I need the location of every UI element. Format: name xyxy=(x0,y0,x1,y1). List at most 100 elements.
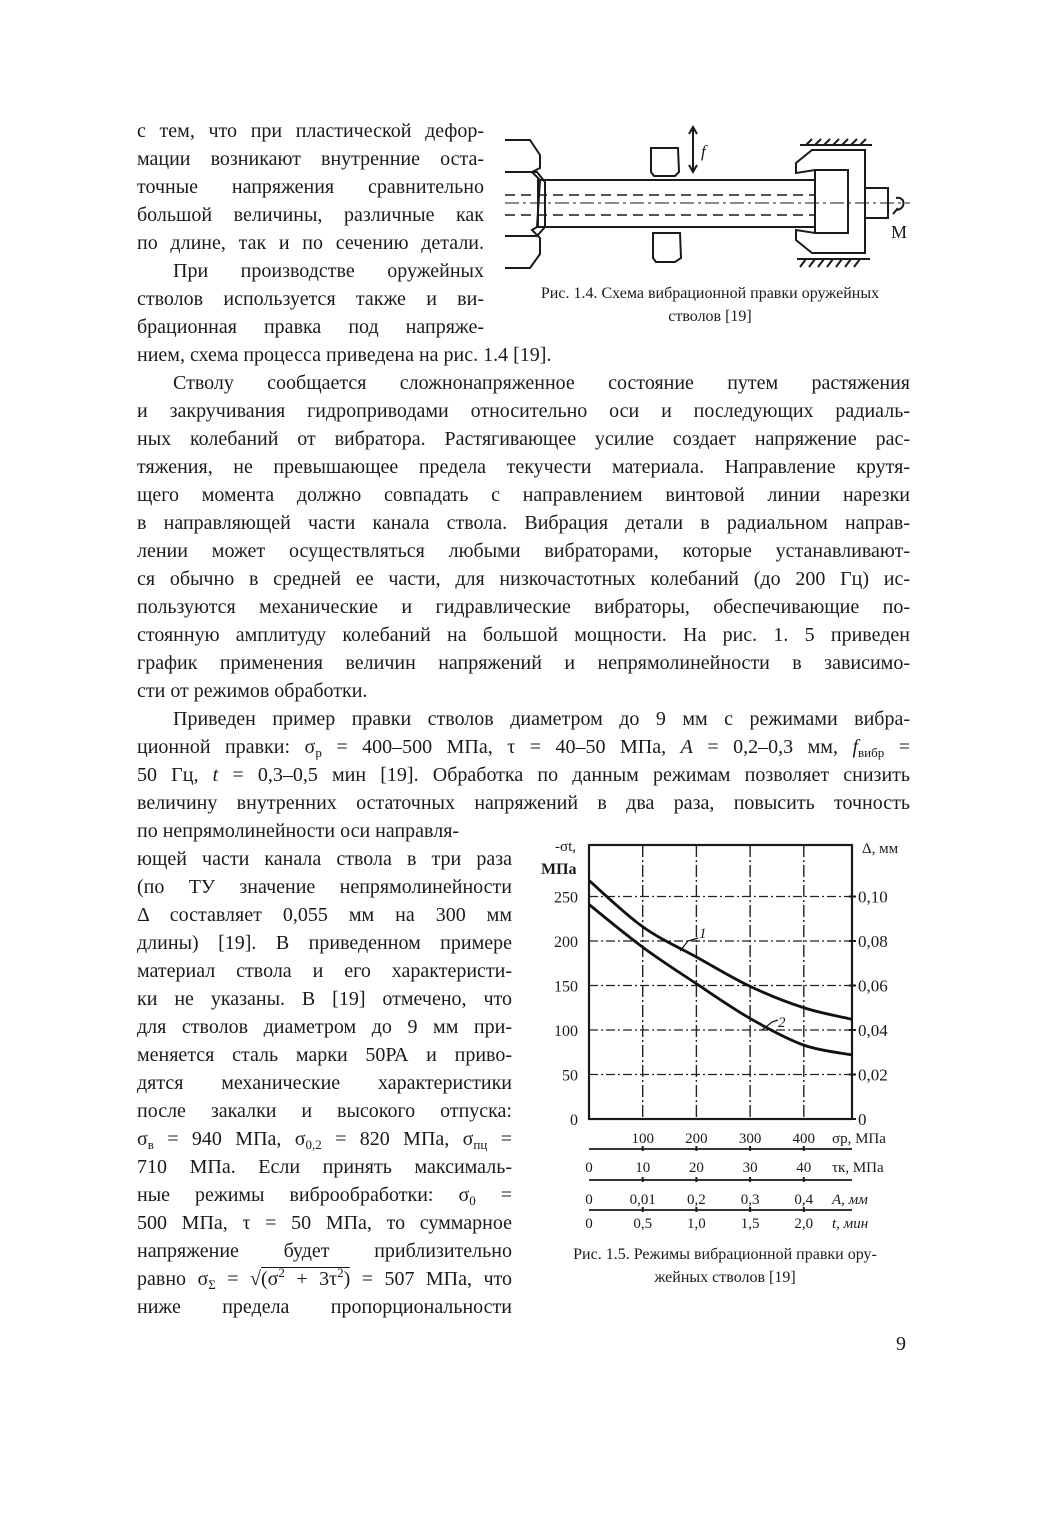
text-line: нием, схема процесса приведена на рис. 1… xyxy=(137,344,552,366)
figure-1-5-caption: Рис. 1.5. Режимы вибрационной правки ору… xyxy=(520,1243,930,1289)
text-line: Стволу сообщается сложнонапряженное сост… xyxy=(173,372,910,394)
text-body-full-width: нием, схема процесса приведена на рис. 1… xyxy=(137,341,910,817)
text-line: по непрямолинейности оси направля- xyxy=(137,820,460,842)
caption-line: Рис. 1.4. Схема вибрационной правки оруж… xyxy=(540,285,880,302)
subscript: 0,2 xyxy=(305,1137,322,1152)
x-axis-tick-label: 30 xyxy=(743,1160,758,1176)
text-column-top-left: с тем, что при пластической дефор-мации … xyxy=(137,117,484,341)
text-line: (по ТУ значение непрямолинейности xyxy=(137,876,512,898)
x-axis-tick-label: 20 xyxy=(689,1160,704,1176)
left-thread xyxy=(505,171,546,237)
text-line: 710 МПа. Если принять максималь- xyxy=(137,1156,512,1178)
vibration-arrow-icon xyxy=(688,124,698,175)
label-leader-2 xyxy=(761,1019,779,1031)
text-line: дятся механические характеристики xyxy=(137,1072,512,1094)
x-axis-label: t, мин xyxy=(832,1216,868,1232)
y-left-tick-label: 0 xyxy=(570,1112,578,1129)
text-line: с тем, что при пластической дефор- xyxy=(137,120,484,142)
x-axis-tick-label: 0,3 xyxy=(741,1192,760,1208)
text-line: ся обычно в средней ее части, для низкоч… xyxy=(137,568,910,590)
text-line: для стволов диаметром до 9 мм при- xyxy=(137,1016,512,1038)
x-axis-tick-label: 400 xyxy=(793,1131,816,1147)
x-axis-tick-label: 0 xyxy=(585,1216,593,1232)
text-line: брационная правка под напряже- xyxy=(137,316,484,338)
x-axis-tick-label: 1,5 xyxy=(741,1216,760,1232)
text-line: пользуются механические и гидравлические… xyxy=(137,596,910,618)
text-line: σв = 940 МПа, σ0,2 = 820 МПа, σпц = xyxy=(137,1128,512,1152)
subscript: 0 xyxy=(469,1193,476,1208)
math-variable: А xyxy=(680,736,693,758)
text-line: величину внутренних остаточных напряжени… xyxy=(137,792,910,814)
y-left-tick-label: 200 xyxy=(554,934,578,951)
y-left-tick-label: 100 xyxy=(554,1023,578,1040)
x-axis-tick-label: 300 xyxy=(739,1131,762,1147)
text-line: При производстве оружейных xyxy=(173,260,484,282)
x-axis-tick-label: 0,4 xyxy=(794,1192,813,1208)
x-axis-tick-label: 0 xyxy=(585,1192,593,1208)
text-line: 500 МПа, τ = 50 МПа, то суммарное xyxy=(137,1212,512,1234)
page-number: 9 xyxy=(896,1333,906,1355)
y-right-tick-label: 0,04 xyxy=(858,1021,888,1040)
label-leader-1 xyxy=(679,937,699,952)
x-axis-tick-label: 2,0 xyxy=(794,1216,813,1232)
y-left-tick-label: 150 xyxy=(554,979,578,996)
hatch-bottom xyxy=(797,258,870,268)
y-left-tick-label: 50 xyxy=(562,1068,578,1085)
math-variable: f xyxy=(852,736,859,758)
text-line: материал ствола и его характеристи- xyxy=(137,960,512,982)
label-f: f xyxy=(701,142,708,161)
superscript: 2 xyxy=(337,1265,344,1280)
x-axis-tick-label: 10 xyxy=(635,1160,650,1176)
figure-1-4-caption: Рис. 1.4. Схема вибрационной правки оруж… xyxy=(500,282,920,328)
subscript: в xyxy=(147,1137,154,1152)
square-root: (σ2 + 3τ2) xyxy=(260,1265,351,1290)
text-line: длины) [19]. В приведенном примере xyxy=(137,932,512,954)
text-line: большой величины, различные как xyxy=(137,204,484,226)
text-line: в направляющей части канала ствола. Вибр… xyxy=(137,512,910,534)
text-line: щего момента должно совпадать с направле… xyxy=(137,484,910,506)
x-axis-tick-label: 0,01 xyxy=(630,1192,656,1208)
x-axis-tick-label: 0,5 xyxy=(633,1216,652,1232)
text-line: после закалки и высокого отпуска: xyxy=(137,1100,512,1122)
text-line: график применения величин напряжений и н… xyxy=(137,652,910,674)
text-line: Приведен пример правки стволов диаметром… xyxy=(173,708,910,730)
text-line: меняется сталь марки 50РА и приво- xyxy=(137,1044,512,1066)
superscript: 2 xyxy=(278,1265,285,1280)
y-right-tick-label: 0 xyxy=(858,1110,867,1129)
text-line: по длине, так и по сечению детали. xyxy=(137,232,484,254)
text-line: Δ составляет 0,055 мм на 300 мм xyxy=(137,904,512,926)
x-axis-tick-label: 0,2 xyxy=(687,1192,706,1208)
text-column-bottom-left: по непрямолинейности оси направля-ющей ч… xyxy=(137,817,512,1321)
text-line: ные режимы виброобработки: σ0 = xyxy=(137,1184,513,1208)
caption-line: стволов [19] xyxy=(668,308,752,325)
text-line: стоянную амплитуду колебаний на большой … xyxy=(137,624,910,646)
series-line-1 xyxy=(588,879,853,1021)
x-axis-tick-label: 40 xyxy=(796,1160,811,1176)
y-left-tick-label: 250 xyxy=(554,890,578,907)
figure-1-4-diagram: f М xyxy=(505,124,910,269)
text-line: точные напряжения сравнительно xyxy=(137,176,484,198)
x-axis-tick-label: 0 xyxy=(585,1160,593,1176)
math-variable: t xyxy=(212,764,219,786)
subscript: р xyxy=(315,745,322,760)
series-label-2: 2 xyxy=(778,1015,786,1031)
text-line: и закручивания гидроприводами относитель… xyxy=(137,400,910,422)
series-line-2 xyxy=(588,903,853,1057)
text-line: 50 Гц, t = 0,3–0,5 мин [19]. Обработка п… xyxy=(137,764,911,786)
x-axis-tick-label: 200 xyxy=(685,1131,708,1147)
text-line: лении может осуществляться любыми вибрат… xyxy=(137,540,910,562)
text-line: ки не указаны. В [19] отмечено, что xyxy=(137,988,512,1010)
plot-frame xyxy=(587,843,854,1121)
torque-arrow-icon xyxy=(892,196,905,215)
caption-line: Рис. 1.5. Режимы вибрационной правки ору… xyxy=(573,1246,877,1263)
text-line: мации возникают внутренние оста- xyxy=(137,148,484,170)
text-line: ционной правки: σр = 400–500 МПа, τ = 40… xyxy=(137,736,911,760)
upper-support xyxy=(650,147,681,177)
right-clamp-inner xyxy=(815,169,849,234)
x-axis-label: τк, МПа xyxy=(832,1160,884,1176)
caption-line: жейных стволов [19] xyxy=(654,1269,796,1286)
subscript: Σ xyxy=(208,1277,216,1292)
subscript: вибр xyxy=(858,745,885,760)
x-axis-label: А, мм xyxy=(831,1192,868,1208)
text-line: сти от режимов обработки. xyxy=(137,680,368,702)
